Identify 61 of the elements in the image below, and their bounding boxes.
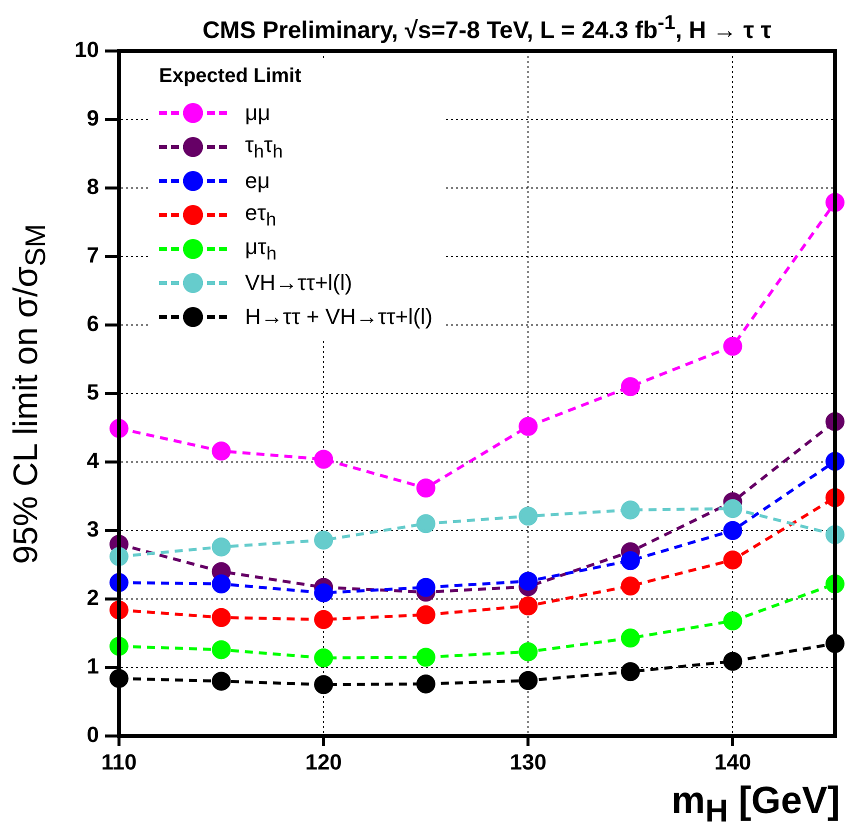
- point: [416, 478, 436, 498]
- point: [416, 605, 436, 624]
- point: [620, 662, 640, 682]
- x-tick-label: 120: [305, 749, 342, 774]
- point: [620, 500, 640, 520]
- legend-label: H→ττ + VH→ττ+l(l): [245, 304, 433, 330]
- point: [314, 450, 334, 469]
- point: [620, 551, 640, 570]
- point: [518, 642, 538, 662]
- y-tick-label: 7: [86, 242, 99, 268]
- x-tick-label: 130: [510, 749, 546, 774]
- point: [314, 648, 334, 668]
- point: [212, 608, 231, 627]
- point: [416, 674, 436, 694]
- point: [723, 521, 742, 540]
- point: [723, 336, 742, 356]
- chart-title: CMS Preliminary, √s=7-8 TeV, L = 24.3 fb$^{-1}$, H → τ τ: [201, 12, 773, 45]
- point: [416, 648, 436, 667]
- x-tick-label: 140: [714, 749, 752, 774]
- point: [723, 611, 742, 630]
- y-tick-label: 0: [86, 722, 99, 748]
- point: [518, 416, 538, 436]
- point: [416, 514, 436, 534]
- y-tick-label: 5: [86, 380, 99, 405]
- point: [314, 583, 334, 602]
- point: [518, 671, 538, 690]
- point: [314, 610, 334, 630]
- point: [723, 499, 742, 518]
- point: [314, 675, 334, 694]
- point: [212, 537, 231, 556]
- point: [212, 640, 231, 660]
- point: [518, 572, 538, 591]
- y-tick-label: 6: [86, 311, 99, 336]
- x-axis-title: m$_{H}$ [GeV]: [671, 780, 840, 830]
- legend-label: τ$_{h}$τ$_{h}$: [245, 132, 283, 162]
- y-tick-label: 4: [86, 448, 100, 474]
- point: [212, 574, 231, 594]
- point: [212, 672, 231, 691]
- legend-label: eτ$_{h}$: [245, 200, 276, 230]
- point: [723, 550, 742, 570]
- legend-label: VH→ττ+l(l): [245, 270, 352, 296]
- y-tick-label: 10: [74, 37, 99, 62]
- legend-title: Expected Limit: [159, 65, 302, 88]
- point: [416, 578, 436, 597]
- point: [518, 506, 538, 526]
- legend-label: eμ: [245, 168, 270, 194]
- x-tick-label: 110: [101, 749, 137, 774]
- y-tick-label: 1: [86, 654, 99, 679]
- y-tick-label: 3: [86, 516, 99, 542]
- legend-label: μτ$_{h}$: [245, 234, 277, 264]
- point: [518, 596, 538, 616]
- y-tick-label: 9: [86, 106, 99, 131]
- y-tick-label: 8: [86, 174, 99, 200]
- point: [314, 530, 334, 550]
- point: [620, 576, 640, 596]
- legend-label: μμ: [245, 100, 270, 126]
- point: [212, 442, 231, 461]
- y-tick-label: 2: [86, 585, 99, 610]
- point: [620, 628, 640, 648]
- point: [723, 652, 742, 671]
- point: [620, 377, 640, 396]
